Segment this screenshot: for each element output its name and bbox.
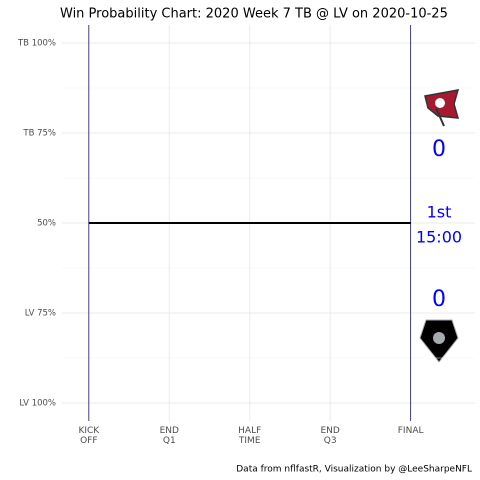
y-tick-label: 50%: [37, 219, 56, 229]
y-tick-label: TB 100%: [17, 39, 56, 49]
x-tick-label: FINAL: [397, 426, 424, 436]
away-score: 0: [432, 137, 446, 162]
caption: Data from nflfastR, Visualization by @Le…: [236, 465, 472, 475]
x-tick-label: HALF TIME: [238, 426, 262, 446]
y-tick-label: TB 75%: [22, 129, 56, 139]
clock: 15:00: [416, 228, 462, 247]
y-tick-label: LV 100%: [19, 399, 56, 409]
y-tick-label: LV 75%: [25, 309, 56, 319]
home-score: 0: [432, 287, 446, 312]
x-tick-label: KICK OFF: [78, 426, 100, 446]
chart-title: Win Probability Chart: 2020 Week 7 TB @ …: [60, 7, 448, 22]
x-tick-label: END Q3: [320, 426, 340, 446]
lv-logo: [419, 319, 459, 363]
quarter: 1st: [427, 203, 452, 222]
x-tick-label: END Q1: [159, 426, 179, 446]
tb-logo: [424, 89, 460, 127]
